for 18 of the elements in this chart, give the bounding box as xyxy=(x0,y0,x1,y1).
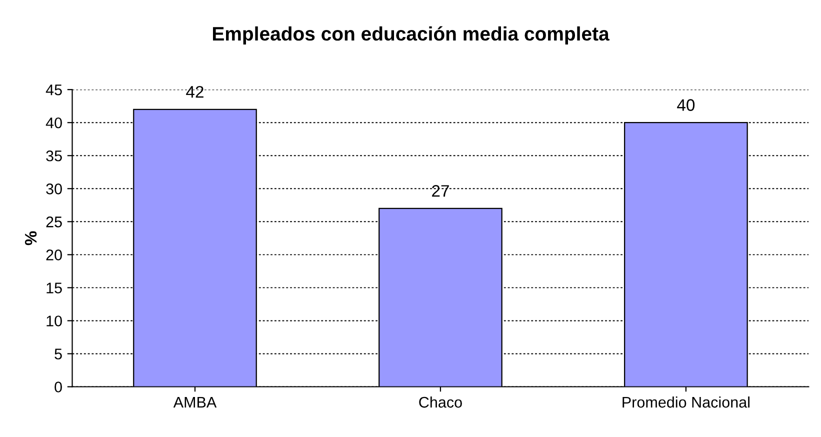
x-tick-label: Promedio Nacional xyxy=(622,396,750,408)
y-tick-label: 35 xyxy=(46,150,62,162)
data-label: 40 xyxy=(677,99,695,111)
y-axis-title: % xyxy=(24,231,37,246)
y-tick-label: 5 xyxy=(54,348,62,360)
y-tick-label: 20 xyxy=(46,250,62,260)
x-tick-label: Chaco xyxy=(419,396,462,408)
y-tick-label: 45 xyxy=(46,84,62,96)
y-tick-label: 15 xyxy=(46,282,62,294)
data-label: 42 xyxy=(186,86,204,98)
y-tick-label: 25 xyxy=(46,216,62,228)
x-tick-label: AMBA xyxy=(173,397,217,408)
y-tick-label: 0 xyxy=(54,382,62,392)
data-label: 27 xyxy=(432,185,449,197)
y-tick-label: 10 xyxy=(46,316,62,326)
chart-title: Empleados con educación media completa xyxy=(212,26,610,45)
y-tick-label: 30 xyxy=(46,184,62,194)
y-tick-label: 40 xyxy=(46,117,62,128)
